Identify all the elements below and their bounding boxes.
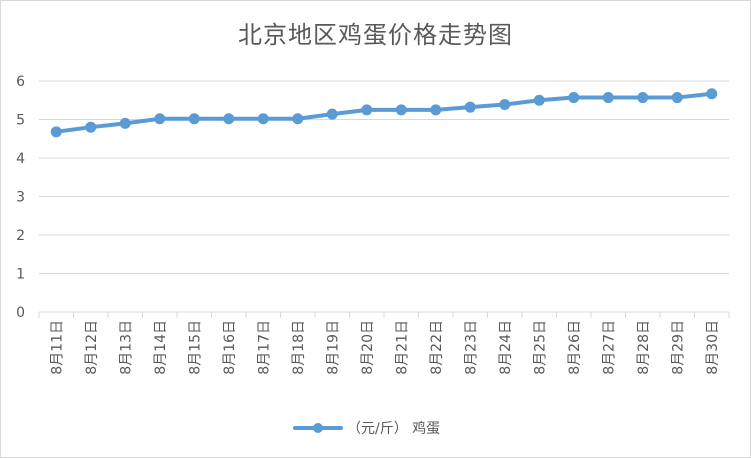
data-point xyxy=(706,88,718,100)
x-tick-label: 8月27日 xyxy=(601,320,617,375)
x-tick-label: 8月21日 xyxy=(394,320,410,375)
data-point xyxy=(671,92,683,104)
series-line xyxy=(54,91,714,134)
data-point xyxy=(188,113,200,125)
chart-title: 北京地区鸡蛋价格走势图 xyxy=(238,21,513,49)
x-tick-label: 8月22日 xyxy=(429,320,445,375)
data-point xyxy=(499,98,511,110)
y-tick-label: 3 xyxy=(16,190,25,206)
x-tick-label: 8月24日 xyxy=(498,320,514,375)
data-point xyxy=(533,94,545,106)
data-point xyxy=(326,108,338,120)
y-tick-label: 6 xyxy=(16,74,25,90)
y-tick-label: 0 xyxy=(16,305,25,321)
x-tick-label: 8月26日 xyxy=(567,320,583,375)
y-tick-label: 2 xyxy=(16,228,25,244)
y-tick-label: 4 xyxy=(16,151,25,167)
y-tick-label: 1 xyxy=(16,267,25,283)
data-point xyxy=(430,104,442,116)
y-tick-label: 5 xyxy=(16,113,25,129)
x-tick-label: 8月28日 xyxy=(636,320,652,375)
data-point xyxy=(464,101,476,113)
x-tick-label: 8月14日 xyxy=(153,320,169,375)
data-point xyxy=(154,113,166,125)
data-point xyxy=(50,126,62,138)
x-tick-label: 8月15日 xyxy=(187,320,203,375)
legend-label: （元/斤） 鸡蛋 xyxy=(347,420,440,437)
x-tick-label: 8月30日 xyxy=(705,320,721,375)
legend-marker xyxy=(313,423,323,433)
data-point xyxy=(395,104,407,116)
data-point xyxy=(637,92,649,104)
data-point xyxy=(85,121,97,133)
x-tick-label: 8月19日 xyxy=(325,320,341,375)
x-tick-label: 8月25日 xyxy=(532,320,548,375)
x-tick-label: 8月13日 xyxy=(118,320,134,375)
data-point xyxy=(257,113,269,125)
x-tick-label: 8月20日 xyxy=(360,320,376,375)
data-point xyxy=(119,117,131,129)
x-tick-label: 8月11日 xyxy=(49,320,65,375)
data-point xyxy=(223,113,235,125)
data-point xyxy=(361,104,373,116)
data-point xyxy=(568,92,580,104)
data-point xyxy=(602,92,614,104)
x-tick-label: 8月29日 xyxy=(670,320,686,375)
x-tick-label: 8月23日 xyxy=(463,320,479,375)
x-tick-label: 8月16日 xyxy=(222,320,238,375)
data-point xyxy=(292,113,304,125)
x-tick-label: 8月18日 xyxy=(291,320,307,375)
x-tick-label: 8月12日 xyxy=(84,320,100,375)
x-tick-label: 8月17日 xyxy=(256,320,272,375)
